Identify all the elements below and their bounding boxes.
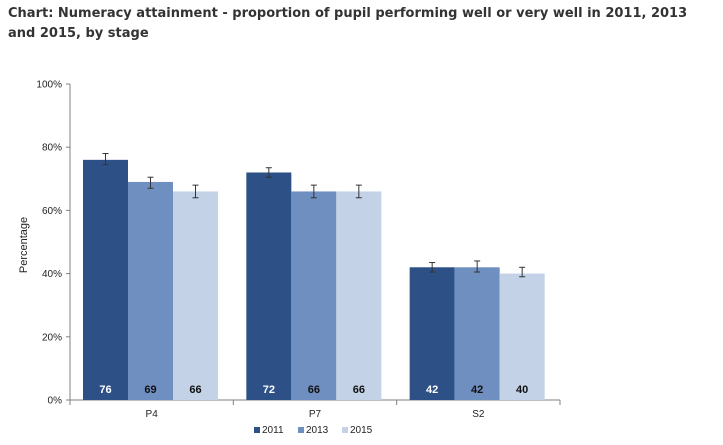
bar-2011-P4 (83, 159, 128, 400)
y-tick-label: 0% (48, 396, 63, 407)
y-axis-title: Percentage (18, 217, 30, 273)
bar-2013-P7 (291, 191, 337, 400)
legend-swatch-2013 (298, 427, 304, 433)
error-bars (102, 153, 526, 278)
bar-2013-P4 (128, 181, 173, 400)
data-label-2013-P4: 69 (144, 384, 156, 396)
data-label-2015-P4: 66 (189, 384, 201, 396)
bar-2011-S2 (409, 267, 455, 400)
x-tick-label: P7 (309, 409, 322, 420)
bar-2015-P7 (336, 191, 382, 400)
legend-label-2013: 2013 (306, 425, 329, 436)
data-label-2013-P7: 66 (308, 384, 320, 396)
data-label-2015-S2: 40 (516, 384, 528, 396)
y-tick-label: 80% (42, 143, 62, 154)
data-label-2011-S2: 42 (426, 384, 438, 396)
bar-2013-S2 (454, 267, 500, 400)
bar-2015-P4 (173, 191, 218, 400)
data-label-2011-P7: 72 (263, 384, 275, 396)
x-tick-label: P4 (146, 409, 159, 420)
bars (83, 159, 545, 400)
chart-title: Chart: Numeracy attainment - proportion … (8, 6, 688, 41)
data-labels: 76 69 66 72 66 66 42 42 40 (99, 384, 528, 396)
legend-swatch-2015 (342, 427, 348, 433)
data-label-2011-P4: 76 (99, 384, 111, 396)
bar-2011-P7 (246, 172, 292, 400)
y-tick-label: 100% (36, 80, 62, 91)
legend-label-2015: 2015 (350, 425, 373, 436)
x-tick-label: S2 (472, 409, 485, 420)
y-tick-label: 20% (42, 332, 62, 343)
y-tick-label: 60% (42, 206, 62, 217)
data-label-2015-P7: 66 (353, 384, 365, 396)
bar-2015-S2 (499, 273, 545, 400)
legend: 2011 2013 2015 (254, 425, 373, 436)
tick-labels: 0% 20% 40% 60% 80% 100% P4 P7 S2 (36, 80, 484, 421)
legend-label-2011: 2011 (262, 425, 284, 436)
data-label-2013-S2: 42 (471, 384, 483, 396)
y-tick-label: 40% (42, 269, 62, 280)
legend-swatch-2011 (254, 427, 260, 433)
